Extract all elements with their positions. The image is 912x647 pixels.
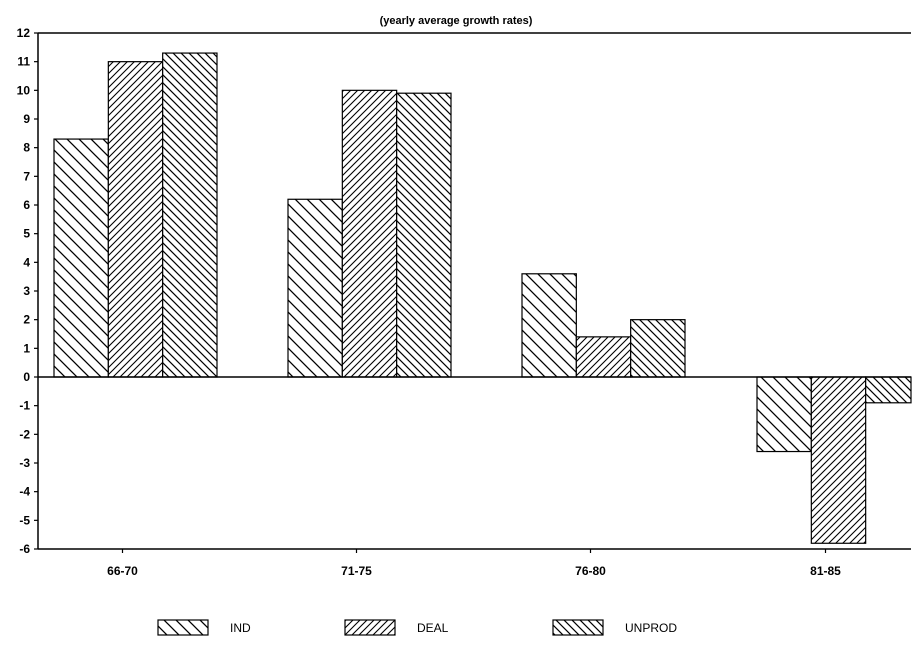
bar-ind-81-85	[756, 376, 812, 453]
bars	[53, 52, 912, 544]
y-tick-label: 6	[23, 198, 30, 212]
bar-ind-76-80	[521, 273, 577, 378]
y-tick-label: -6	[19, 542, 30, 556]
y-tick-label: -3	[19, 456, 30, 470]
x-tick-label: 76-80	[575, 564, 606, 578]
y-tick-label: 8	[23, 141, 30, 155]
y-tick-label: 12	[17, 26, 31, 40]
legend-swatch-unprod	[552, 619, 604, 636]
bar-unprod-66-70	[162, 52, 218, 378]
bar-deal-81-85	[810, 376, 867, 544]
y-tick-label: 7	[23, 169, 30, 183]
bar-deal-66-70	[107, 61, 164, 378]
bar-unprod-71-75	[396, 92, 452, 378]
bar-ind-66-70	[53, 138, 109, 378]
y-tick-label: 4	[23, 255, 30, 269]
x-axis: 66-70 71-75 76-80 81-85	[107, 549, 841, 578]
bar-unprod-76-80	[630, 319, 686, 378]
legend-label-deal: DEAL	[417, 621, 449, 635]
bar-ind-71-75	[287, 198, 343, 378]
x-tick-label: 81-85	[810, 564, 841, 578]
y-tick-label: 10	[17, 83, 31, 97]
y-tick-label: 9	[23, 112, 30, 126]
y-tick-label: -5	[19, 513, 30, 527]
y-tick-label: -4	[19, 485, 30, 499]
x-tick-label: 71-75	[341, 564, 372, 578]
bar-unprod-81-85	[865, 376, 912, 404]
chart-subtitle: (yearly average growth rates)	[380, 15, 533, 27]
y-tick-label: -2	[19, 427, 30, 441]
bar-deal-76-80	[575, 336, 632, 378]
y-tick-label: 0	[23, 370, 30, 384]
y-tick-label: 11	[17, 55, 30, 69]
y-tick-label: 2	[23, 313, 30, 327]
bar-deal-71-75	[341, 89, 398, 378]
legend-swatch-deal	[344, 619, 396, 636]
legend-swatch-ind	[157, 619, 209, 636]
y-tick-label: -1	[19, 399, 30, 413]
y-tick-label: 3	[23, 284, 30, 298]
axis-lines	[37, 32, 911, 550]
y-tick-label: 1	[23, 341, 30, 355]
y-tick-label: 5	[23, 227, 30, 241]
legend-label-unprod: UNPROD	[625, 621, 677, 635]
legend-label-ind: IND	[230, 621, 251, 635]
legend: IND DEAL UNPROD	[157, 619, 677, 636]
x-tick-label: 66-70	[107, 564, 138, 578]
